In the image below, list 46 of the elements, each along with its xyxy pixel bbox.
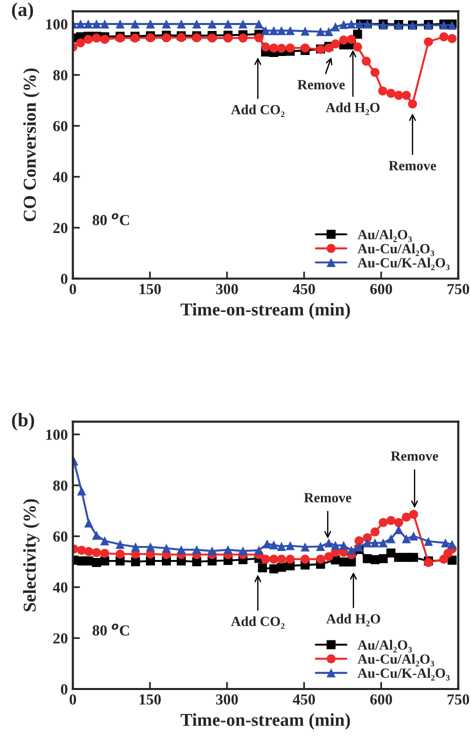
annotation: Add CO₂ <box>231 104 284 117</box>
chart-title: (a) <box>12 2 34 20</box>
x-tick-label: 450 <box>292 284 315 294</box>
x-tick-label: 750 <box>448 284 470 294</box>
y-tick-label: 100 <box>46 19 68 30</box>
annotation: 80 $^{o}$C <box>92 624 129 636</box>
y-tick-label: 20 <box>53 633 68 644</box>
annotation: Add H₂O <box>326 102 380 115</box>
legend-label: Au-Cu/K-Al₂O₃ <box>358 258 450 270</box>
x-tick-label: 600 <box>370 284 392 294</box>
y-tick-label: 0 <box>60 274 68 284</box>
x-tick-label: 0 <box>70 694 76 705</box>
x-tick-label: 450 <box>292 694 315 705</box>
y-tick-label: 40 <box>52 172 68 182</box>
annotation: Add CO₂ <box>231 616 284 629</box>
y-tick-label: 80 <box>53 480 68 491</box>
x-tick-label: 150 <box>140 694 161 705</box>
x-tick-label: 300 <box>216 694 238 705</box>
x-axis-title: Time-on-stream (min) <box>180 713 350 730</box>
y-tick-label: 0 <box>60 684 68 694</box>
annotation: Remove <box>304 493 352 502</box>
x-tick-label: 750 <box>448 694 470 705</box>
y-tick-label: 60 <box>53 531 68 542</box>
annotation: Remove <box>388 161 436 170</box>
y-tick-label: 60 <box>53 121 68 132</box>
y-tick-label: 40 <box>52 582 68 593</box>
x-tick-label: 300 <box>216 284 238 294</box>
x-tick-label: 600 <box>370 694 392 705</box>
y-axis-title: CO Conversion (%) <box>23 68 40 222</box>
x-tick-label: 0 <box>70 284 76 294</box>
annotation: Add H₂O <box>326 614 380 626</box>
chart-title: (b) <box>12 412 34 430</box>
y-tick-label: 80 <box>53 70 68 80</box>
x-tick-label: 150 <box>140 284 161 294</box>
legend-label: Au/Al₂O₃ <box>358 640 412 652</box>
annotation: Remove <box>390 452 438 461</box>
x-axis-title: Time-on-stream (min) <box>180 302 350 320</box>
y-tick-label: 100 <box>46 430 68 440</box>
annotation: 80 $^{o}$C <box>92 213 129 226</box>
legend-label: Au-Cu/Al₂O₃ <box>358 654 434 667</box>
annotation: Remove <box>298 80 345 90</box>
y-tick-label: 20 <box>53 222 68 234</box>
y-axis-title: Selectivity (%) <box>23 499 40 612</box>
legend-label: Au/Al₂O₃ <box>358 230 412 242</box>
legend-label: Au-Cu/Al₂O₃ <box>358 244 434 256</box>
legend-label: Au-Cu/K-Al₂O₃ <box>358 668 450 681</box>
